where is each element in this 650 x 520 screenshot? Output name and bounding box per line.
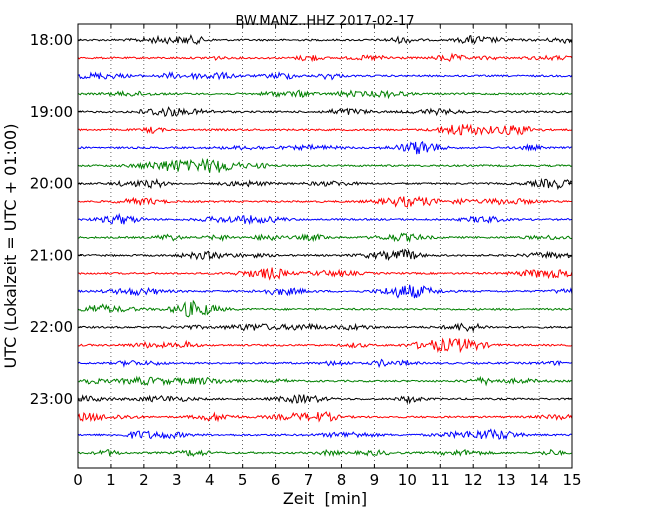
x-ticks: 0 1 2 3 4 5 6 7 8 9 10 11 12 13 14 15 [73, 24, 582, 489]
y-tick-label: 20:00 [30, 175, 73, 193]
trace-line [77, 106, 573, 118]
trace-line [77, 428, 573, 441]
trace-line [77, 448, 573, 458]
trace-line [77, 195, 573, 208]
trace-group [77, 34, 573, 458]
x-axis-label: Zeit [min] [283, 489, 367, 508]
trace-line [77, 34, 573, 46]
trace-line [77, 337, 573, 354]
y-ticks: 18:00 19:00 20:00 21:00 22:00 23:00 [30, 31, 572, 408]
trace-line [77, 411, 573, 423]
trace-line [77, 299, 573, 318]
trace-line [77, 284, 573, 299]
x-tick-label: 15 [562, 471, 581, 489]
trace-line [77, 322, 573, 333]
x-tick-label: 11 [431, 471, 450, 489]
x-tick-label: 5 [238, 471, 248, 489]
x-tick-label: 7 [304, 471, 314, 489]
x-tick-label: 14 [530, 471, 549, 489]
trace-line [77, 71, 573, 81]
y-axis-label: UTC (Lokalzeit = UTC + 01:00) [1, 124, 20, 369]
trace-line [77, 232, 573, 243]
x-tick-label: 8 [337, 471, 347, 489]
grid-lines [110, 24, 540, 468]
x-tick-label: 6 [271, 471, 281, 489]
y-tick-label: 21:00 [30, 246, 73, 264]
trace-line [77, 140, 573, 155]
y-tick-label: 18:00 [30, 31, 73, 49]
y-tick-label: 22:00 [30, 318, 73, 336]
y-tick-label: 23:00 [30, 390, 73, 408]
plot-frame [77, 23, 573, 469]
x-tick-label: 0 [73, 471, 83, 489]
trace-line [77, 393, 573, 405]
x-tick-label: 10 [398, 471, 417, 489]
x-tick-label: 2 [139, 471, 149, 489]
x-tick-label: 12 [464, 471, 483, 489]
y-tick-label: 19:00 [30, 103, 73, 121]
trace-line [77, 248, 573, 262]
trace-line [77, 375, 573, 387]
trace-line [77, 212, 573, 226]
trace-line [77, 123, 573, 136]
trace-line [77, 358, 573, 369]
x-tick-label: 13 [497, 471, 516, 489]
x-tick-label: 4 [205, 471, 215, 489]
trace-line [77, 157, 573, 173]
x-tick-label: 9 [370, 471, 380, 489]
trace-line [77, 52, 573, 63]
x-tick-label: 3 [172, 471, 182, 489]
trace-line [77, 89, 573, 100]
x-tick-label: 1 [106, 471, 116, 489]
trace-line [77, 177, 573, 191]
trace-line [77, 267, 573, 281]
chart-title: BW.MANZ..HHZ 2017-02-17 [235, 14, 414, 29]
